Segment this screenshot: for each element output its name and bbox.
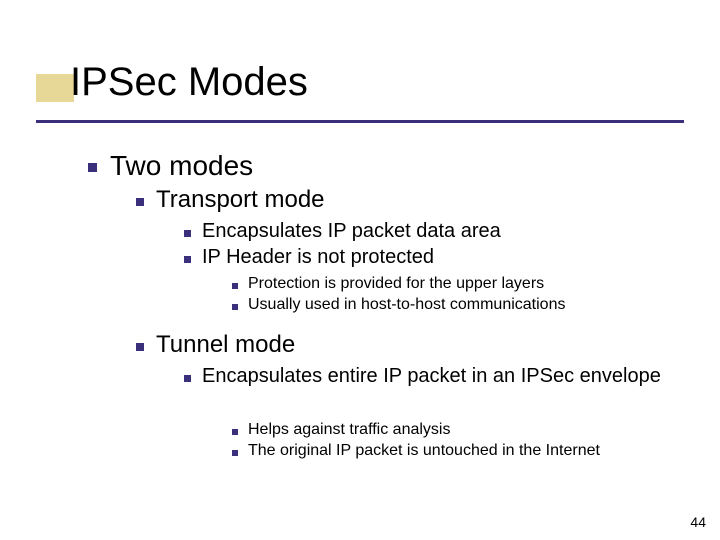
bullet-icon [88,163,97,172]
slide: IPSec Modes Two modes Transport mode Enc… [0,0,720,540]
page-number: 44 [690,514,706,530]
title-accent-box [36,74,74,102]
bullet-l1-transport: Transport mode [156,185,325,215]
bullet-l3-host-to-host: Usually used in host-to-host communicati… [248,295,565,315]
bullet-icon [232,429,238,435]
bullet-icon [136,198,144,206]
title-underline [36,120,684,123]
bullet-icon [232,304,238,310]
slide-title: IPSec Modes [70,60,308,105]
bullet-icon [184,375,191,382]
bullet-icon [184,230,191,237]
bullet-l2-encap-data: Encapsulates IP packet data area [202,219,501,244]
bullet-icon [232,450,238,456]
bullet-l2-header-not-protected: IP Header is not protected [202,245,434,270]
bullet-l0: Two modes [110,148,253,183]
bullet-l3-untouched: The original IP packet is untouched in t… [248,441,600,461]
bullet-l2-encap-entire: Encapsulates entire IP packet in an IPSe… [202,364,692,389]
bullet-l1-tunnel: Tunnel mode [156,330,295,360]
bullet-l3-upper-layers: Protection is provided for the upper lay… [248,274,544,294]
bullet-icon [136,343,144,351]
bullet-icon [184,256,191,263]
bullet-l3-traffic-analysis: Helps against traffic analysis [248,420,450,440]
bullet-icon [232,283,238,289]
